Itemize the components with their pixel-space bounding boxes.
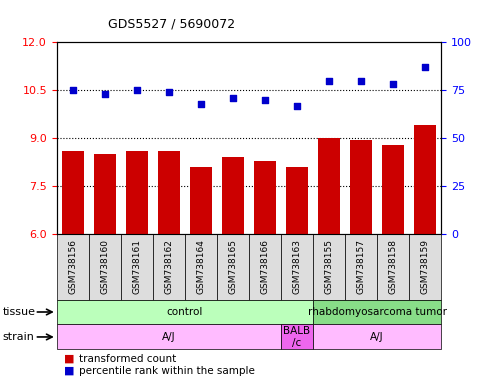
Bar [345,234,377,300]
Point [165,89,173,95]
Text: A/J: A/J [370,332,384,342]
Point [69,87,77,93]
Text: GSM738157: GSM738157 [356,239,366,295]
Text: GDS5527 / 5690072: GDS5527 / 5690072 [108,18,236,31]
Text: transformed count: transformed count [79,354,176,364]
Point [229,95,237,101]
Bar [57,324,281,349]
Bar [57,300,313,324]
Bar [217,234,249,300]
Point [133,87,141,93]
Bar [281,234,313,300]
Bar [281,324,313,349]
Bar [254,161,276,234]
Bar [94,154,116,234]
Text: GSM738156: GSM738156 [68,239,77,295]
Bar [313,234,345,300]
Text: percentile rank within the sample: percentile rank within the sample [79,366,255,376]
Bar [57,234,89,300]
Text: GSM738155: GSM738155 [324,239,334,295]
Bar [153,234,185,300]
Text: ■: ■ [64,366,74,376]
Text: ■: ■ [64,354,74,364]
Text: GSM738160: GSM738160 [100,239,109,295]
Bar [313,300,441,324]
Point [197,101,205,107]
Point [421,64,429,70]
Text: GSM738163: GSM738163 [292,239,302,295]
Text: BALB
/c: BALB /c [283,326,311,348]
Text: GSM738161: GSM738161 [132,239,141,295]
Text: GSM738166: GSM738166 [260,239,270,295]
Bar [126,151,148,234]
Bar [190,167,212,234]
Bar [222,157,244,234]
Bar [249,234,281,300]
Text: control: control [167,307,203,317]
Text: strain: strain [2,332,35,342]
Text: GSM738158: GSM738158 [388,239,398,295]
Text: GSM738162: GSM738162 [164,240,174,294]
Text: GSM738159: GSM738159 [421,239,430,295]
Point [357,78,365,84]
Text: GSM738164: GSM738164 [196,240,206,294]
Bar [350,140,372,234]
Bar [414,126,436,234]
Bar [121,234,153,300]
Point [101,91,108,97]
Text: GSM738165: GSM738165 [228,239,238,295]
Bar [377,234,409,300]
Text: A/J: A/J [162,332,176,342]
Bar [62,151,84,234]
Point [261,97,269,103]
Text: rhabdomyosarcoma tumor: rhabdomyosarcoma tumor [308,307,447,317]
Bar [318,138,340,234]
Bar [89,234,121,300]
Bar [313,324,441,349]
Bar [158,151,180,234]
Point [293,103,301,109]
Point [325,78,333,84]
Bar [409,234,441,300]
Text: tissue: tissue [2,307,35,317]
Bar [286,167,308,234]
Bar [382,145,404,234]
Bar [185,234,217,300]
Point [389,81,397,88]
